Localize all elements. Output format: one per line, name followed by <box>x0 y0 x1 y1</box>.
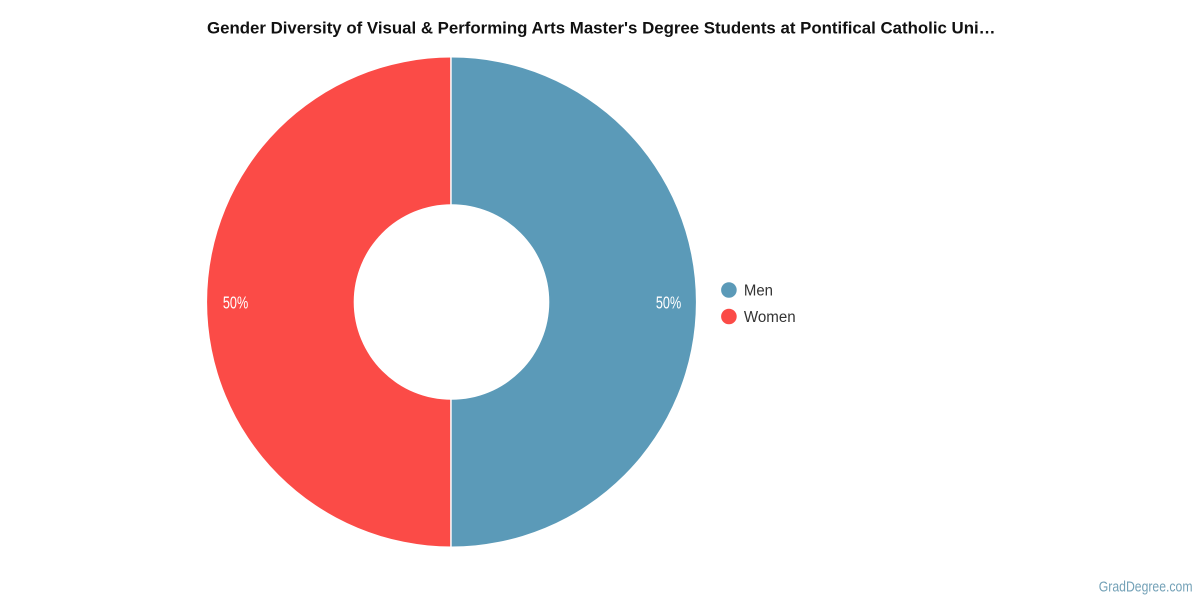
svg-text:Men: Men <box>744 283 773 300</box>
svg-text:GradDegree.com: GradDegree.com <box>1099 579 1193 595</box>
svg-text:50%: 50% <box>656 292 681 312</box>
svg-text:Gender Diversity of Visual & P: Gender Diversity of Visual & Performing … <box>207 20 996 38</box>
svg-text:50%: 50% <box>223 292 248 312</box>
svg-text:Women: Women <box>744 309 796 326</box>
